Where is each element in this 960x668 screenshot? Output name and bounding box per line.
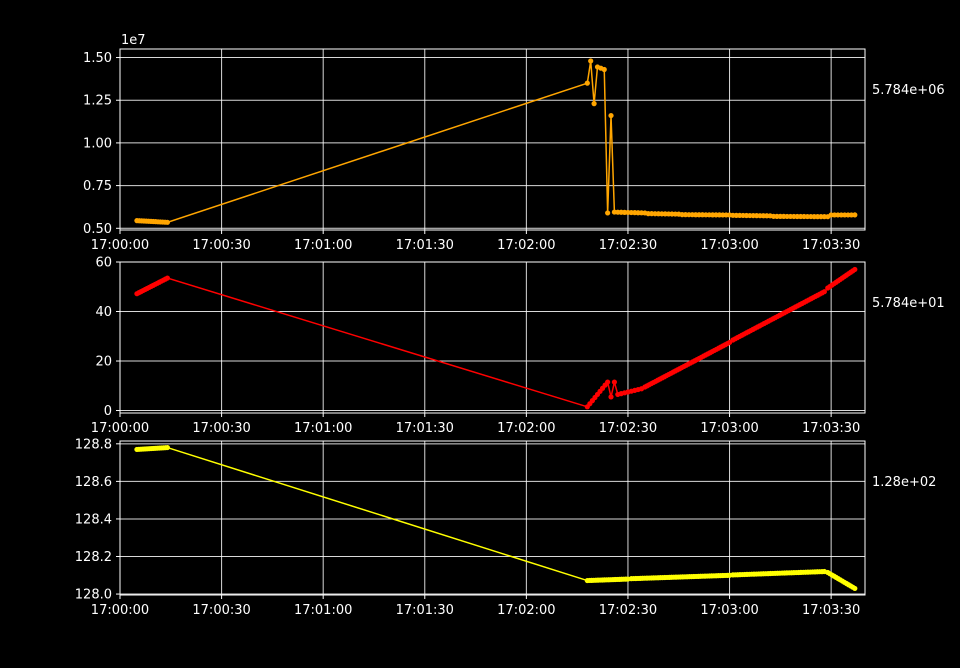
- bottom-panel-x-tick-label: 17:01:00: [294, 603, 352, 618]
- top-panel-x-tick-label: 17:03:00: [700, 238, 758, 253]
- top-panel-x-tick-label: 17:02:00: [497, 238, 555, 253]
- bottom-panel-x-tick-label: 17:00:00: [91, 603, 149, 618]
- top-panel-x-tick-label: 17:01:30: [396, 238, 454, 253]
- top-panel-grid: [119, 49, 865, 230]
- middle-panel-frame: [119, 261, 866, 414]
- middle-panel-x-tick-label: 17:03:00: [700, 421, 758, 436]
- middle-panel-data-point: [611, 379, 618, 385]
- bottom-panel-y-tick-label: 128.0: [75, 588, 112, 603]
- middle-panel-data-point: [605, 379, 611, 385]
- top-panel-offset-text: 1e7: [121, 33, 146, 48]
- middle-panel-data-point: [608, 394, 614, 400]
- top-panel-frame: [119, 48, 866, 231]
- top-panel-data-point: [588, 58, 594, 64]
- bottom-panel-x-tick-label: 17:03:30: [802, 603, 860, 618]
- middle-panel-value-readout: 5.784e+01: [872, 296, 945, 311]
- middle-panel-x-tick-label: 17:02:00: [497, 421, 555, 436]
- bottom-panel-x-tick-label: 17:02:00: [497, 603, 555, 618]
- middle-panel-y-tick-label: 40: [95, 305, 112, 320]
- middle-panel-x-axis: 17:00:00 17:00:30 17:01:00 17:01:30 17:02:00…: [91, 413, 860, 436]
- bottom-panel-frame: [119, 440, 866, 596]
- middle-panel-data-point: [821, 289, 827, 295]
- middle-panel-data-point: [164, 275, 171, 281]
- bottom-panel-data-point: [164, 444, 171, 451]
- top-panel-y-tick-label: 1.00: [83, 136, 112, 151]
- bottom-panel: 17:00:00 17:00:30 17:01:00 17:01:30 17:02:00…: [75, 437, 937, 618]
- bottom-panel-x-tick-label: 17:02:30: [599, 603, 657, 618]
- middle-panel-x-tick-label: 17:03:30: [802, 421, 860, 436]
- middle-panel-y-tick-label: 0: [104, 404, 112, 419]
- bottom-panel-data-point: [852, 585, 858, 592]
- top-panel-data-point: [584, 80, 590, 86]
- top-panel-plot-area: [134, 58, 858, 225]
- top-panel-y-tick-label: 1.25: [83, 94, 112, 109]
- middle-panel-x-tick-label: 17:01:00: [294, 421, 352, 436]
- middle-panel-x-tick-label: 17:01:30: [396, 421, 454, 436]
- top-panel-x-tick-label: 17:01:00: [294, 238, 352, 253]
- bottom-panel-y-tick-label: 128.8: [75, 437, 112, 452]
- top-panel-y-tick-label: 0.75: [83, 179, 112, 194]
- bottom-panel-x-axis: 17:00:00 17:00:30 17:01:00 17:01:30 17:02:00…: [91, 595, 860, 618]
- top-panel-data-point: [608, 112, 614, 119]
- top-panel-x-tick-label: 17:03:30: [802, 238, 860, 253]
- middle-panel-data-point: [852, 266, 858, 273]
- top-panel-data-point: [164, 219, 171, 225]
- top-panel-y-tick-label: 1.50: [83, 51, 112, 66]
- top-panel-x-tick-label: 17:02:30: [599, 238, 657, 253]
- middle-panel-plot-area: [134, 266, 858, 410]
- bottom-panel-y-tick-label: 128.2: [75, 550, 112, 565]
- top-panel-x-tick-label: 17:00:30: [192, 238, 250, 253]
- bottom-panel-value-readout: 1.28e+02: [872, 475, 936, 490]
- bottom-panel-x-tick-label: 17:03:00: [700, 603, 758, 618]
- top-panel-data-point: [852, 212, 858, 218]
- bottom-panel-plot-area: [134, 444, 858, 592]
- top-panel-y-tick-label: 0.50: [83, 222, 112, 237]
- middle-panel-y-tick-label: 60: [95, 256, 112, 271]
- bottom-panel-y-tick-label: 128.4: [75, 512, 112, 527]
- top-panel-data-point: [605, 210, 611, 216]
- middle-panel: 17:00:00 17:00:30 17:01:00 17:01:30 17:02:00…: [91, 256, 945, 437]
- top-panel: 17:00:00 17:00:30 17:01:00 17:01:30 17:02:00…: [83, 33, 945, 253]
- top-panel-y-axis: 0.50 0.75 1.00 1.25 1.50: [83, 51, 120, 237]
- middle-panel-x-tick-label: 17:00:30: [192, 421, 250, 436]
- bottom-panel-grid: [119, 441, 865, 595]
- bottom-panel-y-tick-label: 128.6: [75, 475, 112, 490]
- middle-panel-y-axis: 0 20 40 60: [95, 256, 120, 419]
- middle-panel-x-tick-label: 17:02:30: [599, 421, 657, 436]
- bottom-panel-y-axis: 128.0 128.2 128.4 128.6 128.8: [75, 437, 120, 603]
- top-panel-value-readout: 5.784e+06: [872, 83, 945, 98]
- bottom-panel-x-tick-label: 17:00:30: [192, 603, 250, 618]
- top-panel-data-point: [601, 66, 607, 73]
- middle-panel-x-tick-label: 17:00:00: [91, 421, 149, 436]
- top-panel-data-point: [591, 101, 597, 107]
- top-panel-x-tick-label: 17:00:00: [91, 238, 149, 253]
- bottom-panel-x-tick-label: 17:01:30: [396, 603, 454, 618]
- middle-panel-y-tick-label: 20: [95, 355, 112, 370]
- top-panel-x-axis: 17:00:00 17:00:30 17:01:00 17:01:30 17:02:00…: [91, 230, 860, 253]
